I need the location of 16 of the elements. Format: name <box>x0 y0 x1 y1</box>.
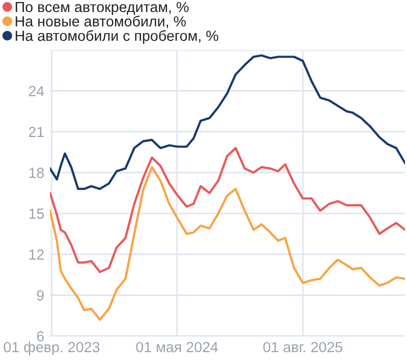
legend-label: На новые автомобили, % <box>16 16 186 28</box>
legend-label: По всем автокредитам, % <box>16 2 189 16</box>
y-tick-label: 21 <box>28 126 44 137</box>
line-series <box>50 146 405 274</box>
y-tick-label: 24 <box>28 86 44 96</box>
x-tick-label: 01 февр. 2023 <box>4 342 100 356</box>
x-tick-label: 01 авг. 2025 <box>263 342 342 352</box>
y-tick-label: 15 <box>29 208 44 219</box>
line-series <box>50 54 405 190</box>
legend-label: На автомобили с пробегом, % <box>16 30 218 44</box>
x-tick-label: 01 мая 2024 <box>136 342 218 352</box>
y-tick-label: 9 <box>37 290 44 301</box>
y-tick-label: 12 <box>29 249 44 260</box>
y-tick-label: 18 <box>29 168 44 178</box>
line-series <box>50 166 405 321</box>
y-tick-label: 6 <box>37 331 44 342</box>
